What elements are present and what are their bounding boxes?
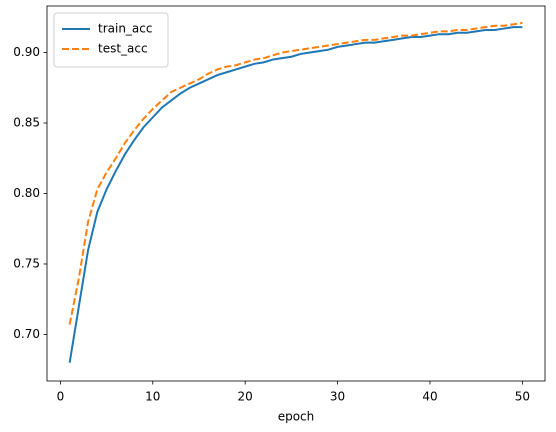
y-tick-label: 0.80: [13, 186, 40, 200]
legend-label: test_acc: [98, 42, 148, 56]
x-tick-label: 40: [422, 390, 437, 404]
legend-box: [53, 12, 169, 68]
x-tick-label: 30: [330, 390, 345, 404]
y-tick-label: 0.90: [13, 45, 40, 59]
x-tick-label: 20: [238, 390, 253, 404]
x-tick-label: 50: [515, 390, 530, 404]
data-line: [68, 21, 523, 325]
y-tick-label: 0.85: [13, 116, 40, 130]
x-tick-label: 0: [57, 390, 65, 404]
y-tick-label: 0.70: [13, 327, 40, 341]
x-axis-label: epoch: [278, 410, 315, 424]
data-line: [68, 26, 523, 363]
y-tick-label: 0.75: [13, 256, 40, 270]
x-tick-label: 10: [145, 390, 160, 404]
legend-label: train_acc: [98, 22, 152, 36]
